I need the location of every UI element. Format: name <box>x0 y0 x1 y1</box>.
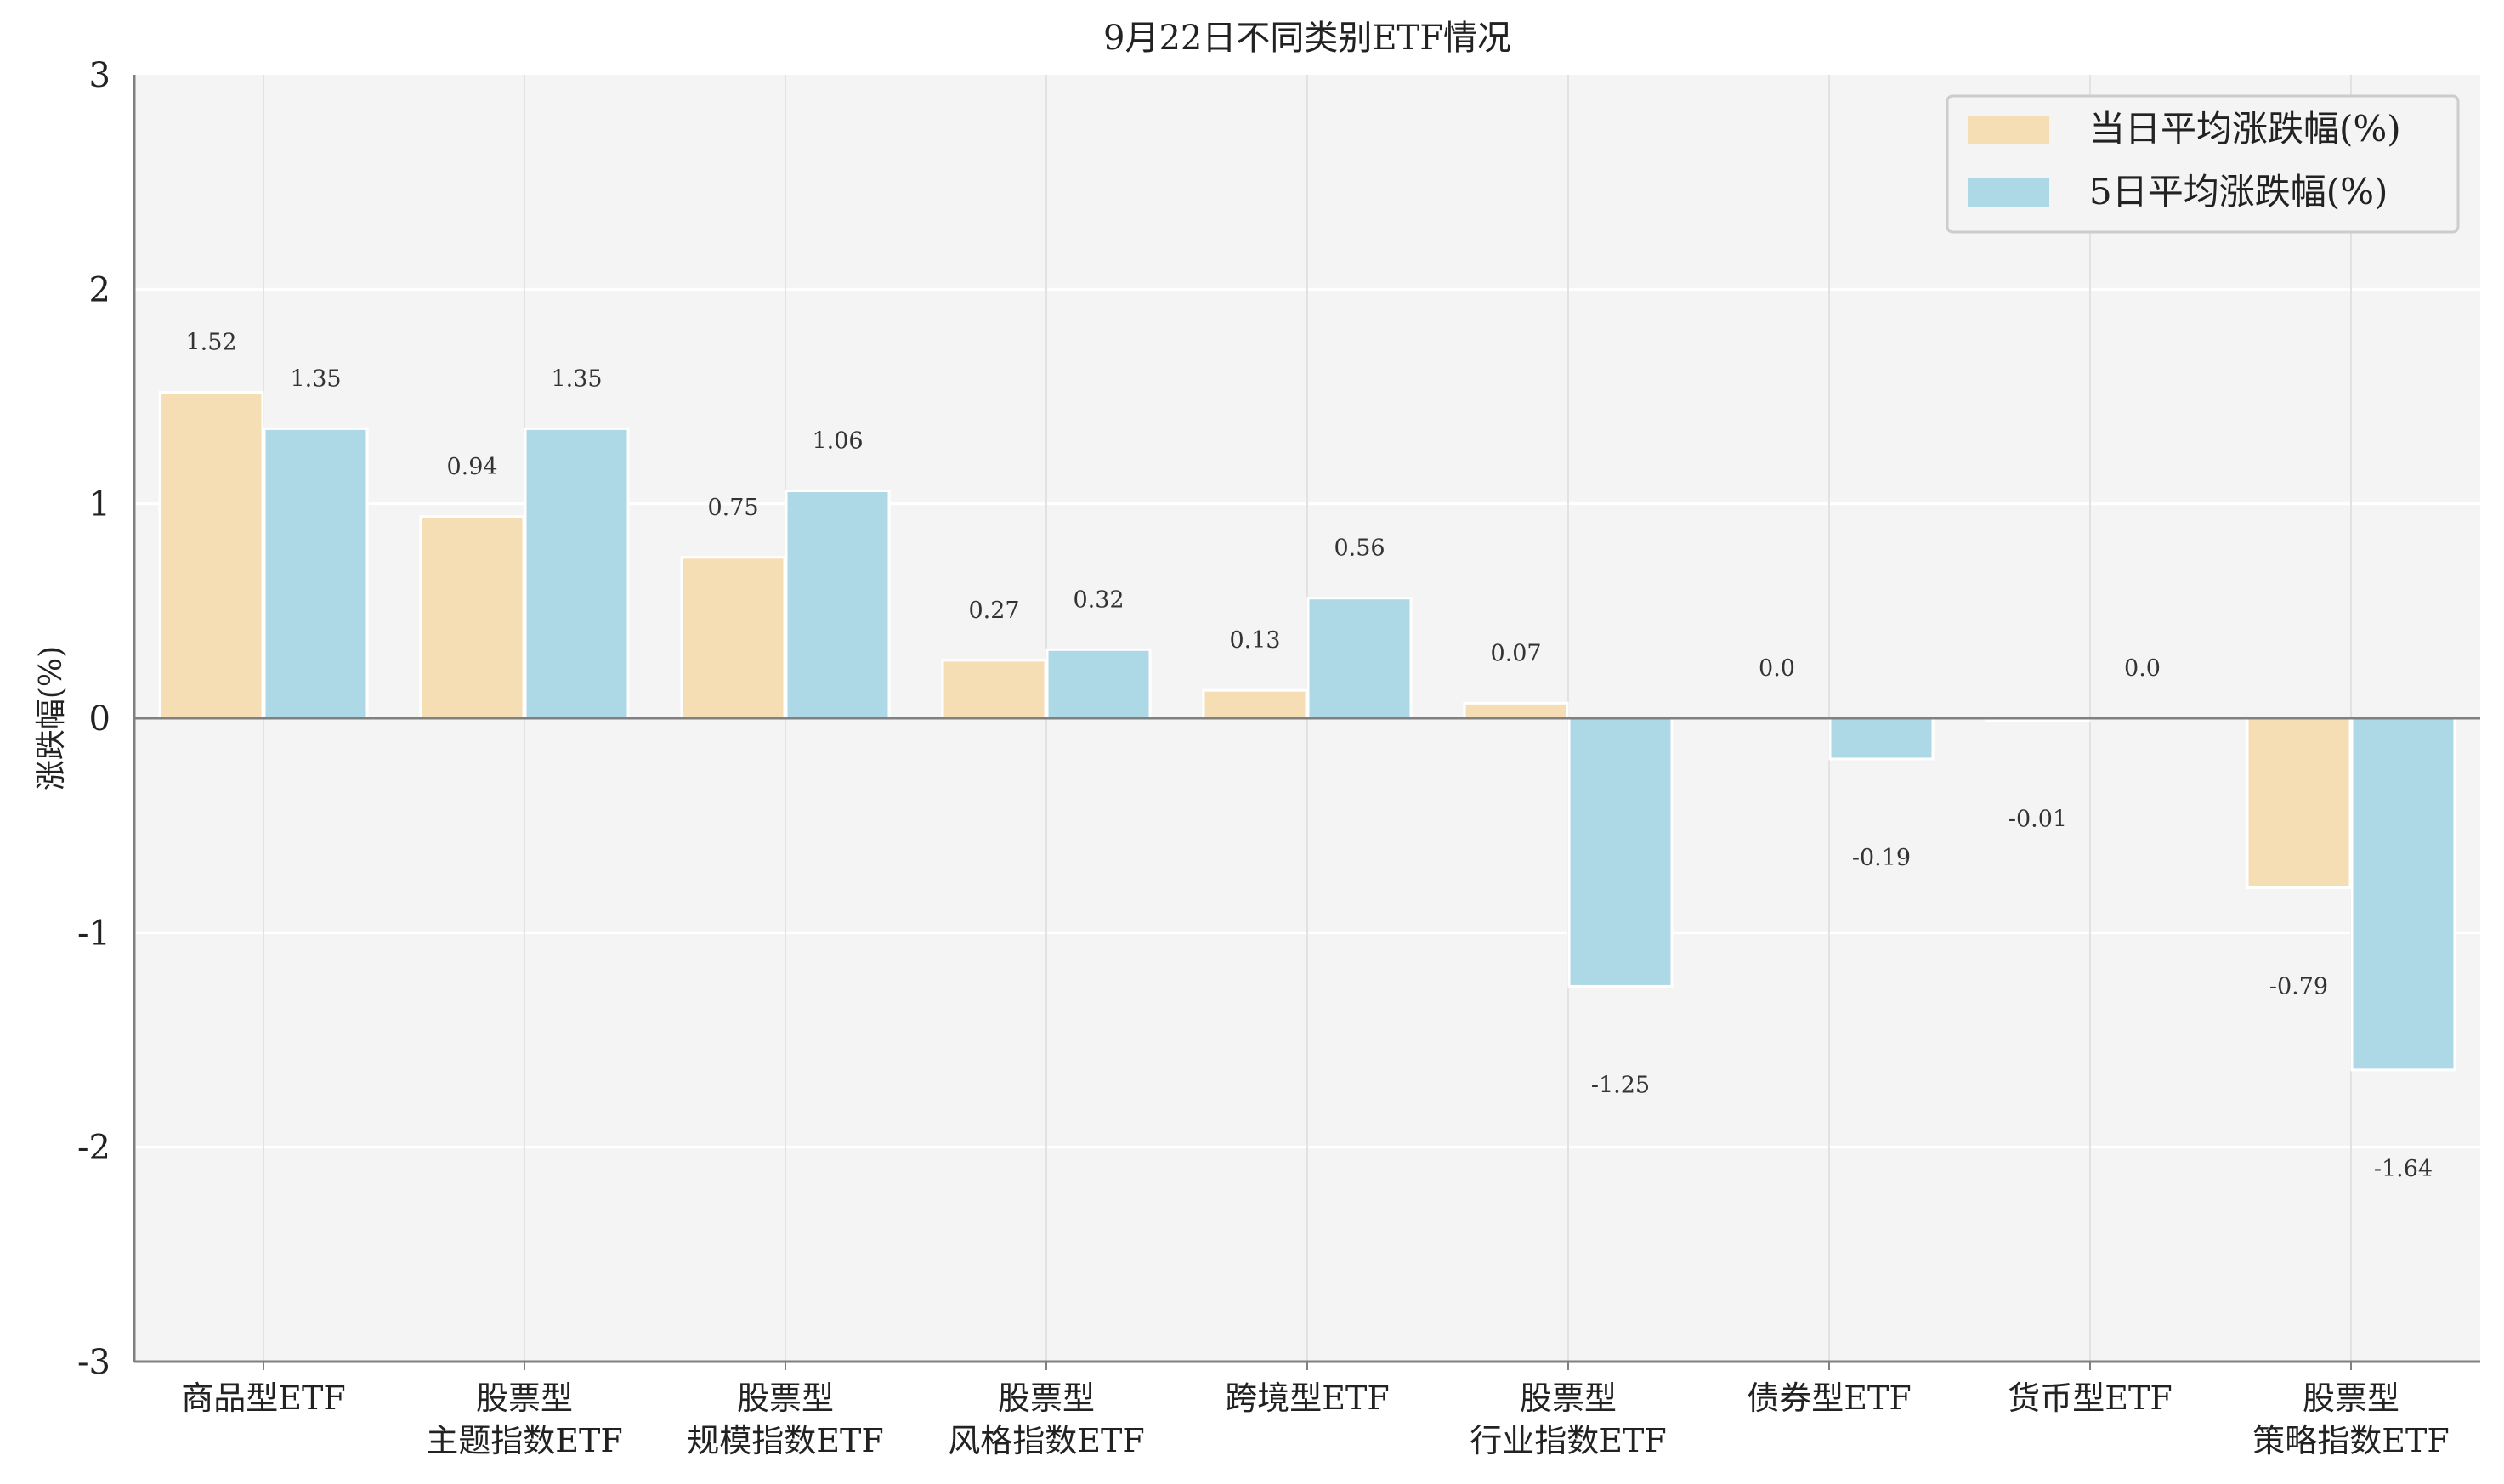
bar-5day <box>1828 717 1935 761</box>
legend-label-5day: 5日平均涨跌幅(%) <box>2089 171 2388 212</box>
y-tick-label: 1 <box>89 485 110 524</box>
bar-today <box>158 390 264 720</box>
data-label: 0.07 <box>1490 640 1541 666</box>
x-tick-label: 股票型 <box>1520 1379 1617 1417</box>
x-tick-label: 策略指数ETF <box>2252 1422 2449 1459</box>
data-label: -0.19 <box>1852 845 1911 871</box>
bar-today <box>419 515 525 720</box>
data-label: 1.52 <box>185 329 236 355</box>
data-label: 0.13 <box>1229 627 1280 654</box>
data-label: 0.0 <box>1759 655 1795 682</box>
data-label: 1.35 <box>551 365 602 392</box>
data-label: 0.27 <box>968 598 1019 624</box>
data-label: 0.0 <box>2124 655 2161 682</box>
bar-5day <box>524 427 630 720</box>
data-label: -0.79 <box>2269 973 2328 1000</box>
x-tick-label: 股票型 <box>2303 1379 2399 1417</box>
x-tick-label: 跨境型ETF <box>1225 1379 1389 1417</box>
legend-swatch-today <box>1968 116 2049 144</box>
chart-title: 9月22日不同类别ETF情况 <box>1103 19 1511 58</box>
x-tick-label: 主题指数ETF <box>426 1422 622 1459</box>
bar-5day <box>1306 597 1413 720</box>
legend-label-today: 当日平均涨跌幅(%) <box>2089 108 2401 150</box>
y-tick-label: 0 <box>89 700 110 739</box>
x-tick-label: 货币型ETF <box>2008 1379 2172 1417</box>
y-tick-label: -1 <box>77 914 110 953</box>
bar-5day <box>2350 717 2456 1072</box>
y-tick-label: -2 <box>77 1129 110 1168</box>
data-label: -0.01 <box>2008 807 2067 833</box>
bar-today <box>2246 717 2352 889</box>
legend-box <box>1946 94 2460 234</box>
data-label: 0.94 <box>446 454 497 480</box>
bar-today <box>941 659 1047 720</box>
x-tick-label: 股票型 <box>476 1379 573 1417</box>
data-label: -1.64 <box>2374 1156 2433 1182</box>
data-label: -1.25 <box>1591 1072 1650 1098</box>
x-tick-label: 股票型 <box>998 1379 1095 1417</box>
data-label: 0.75 <box>707 495 758 521</box>
x-tick-label: 规模指数ETF <box>687 1422 883 1459</box>
bar-today <box>1202 688 1308 720</box>
x-tick-label: 股票型 <box>737 1379 834 1417</box>
x-tick-label: 商品型ETF <box>181 1379 345 1417</box>
x-tick-label: 债券型ETF <box>1747 1379 1911 1417</box>
bar-today <box>1463 701 1569 720</box>
legend: 当日平均涨跌幅(%) 5日平均涨跌幅(%) <box>1946 94 2460 234</box>
y-tick-label: 2 <box>89 270 110 309</box>
data-label: 1.06 <box>812 428 863 455</box>
bar-5day <box>1045 648 1152 720</box>
y-axis-label: 涨跌幅(%) <box>34 646 69 790</box>
data-labels: 1.52 0.94 0.75 0.27 0.13 0.07 0.0 -0.01 -0.79 1.3… <box>185 329 2433 1181</box>
bar-5day <box>1567 717 1674 988</box>
bar-5day <box>785 490 891 720</box>
bar-5day <box>263 427 369 720</box>
bar-today <box>680 556 786 720</box>
legend-swatch-5day <box>1968 178 2049 207</box>
data-label: 0.56 <box>1334 535 1385 562</box>
data-label: 0.32 <box>1073 586 1124 613</box>
data-label: 1.35 <box>290 365 341 392</box>
y-tick-label: -3 <box>77 1343 110 1382</box>
y-axis-ticks: 3 2 1 0 -1 -2 -3 <box>77 56 110 1382</box>
x-tick-label: 风格指数ETF <box>948 1422 1144 1459</box>
bars <box>158 390 2456 1072</box>
x-tick-label: 行业指数ETF <box>1470 1422 1666 1459</box>
y-tick-label: 3 <box>89 56 110 95</box>
